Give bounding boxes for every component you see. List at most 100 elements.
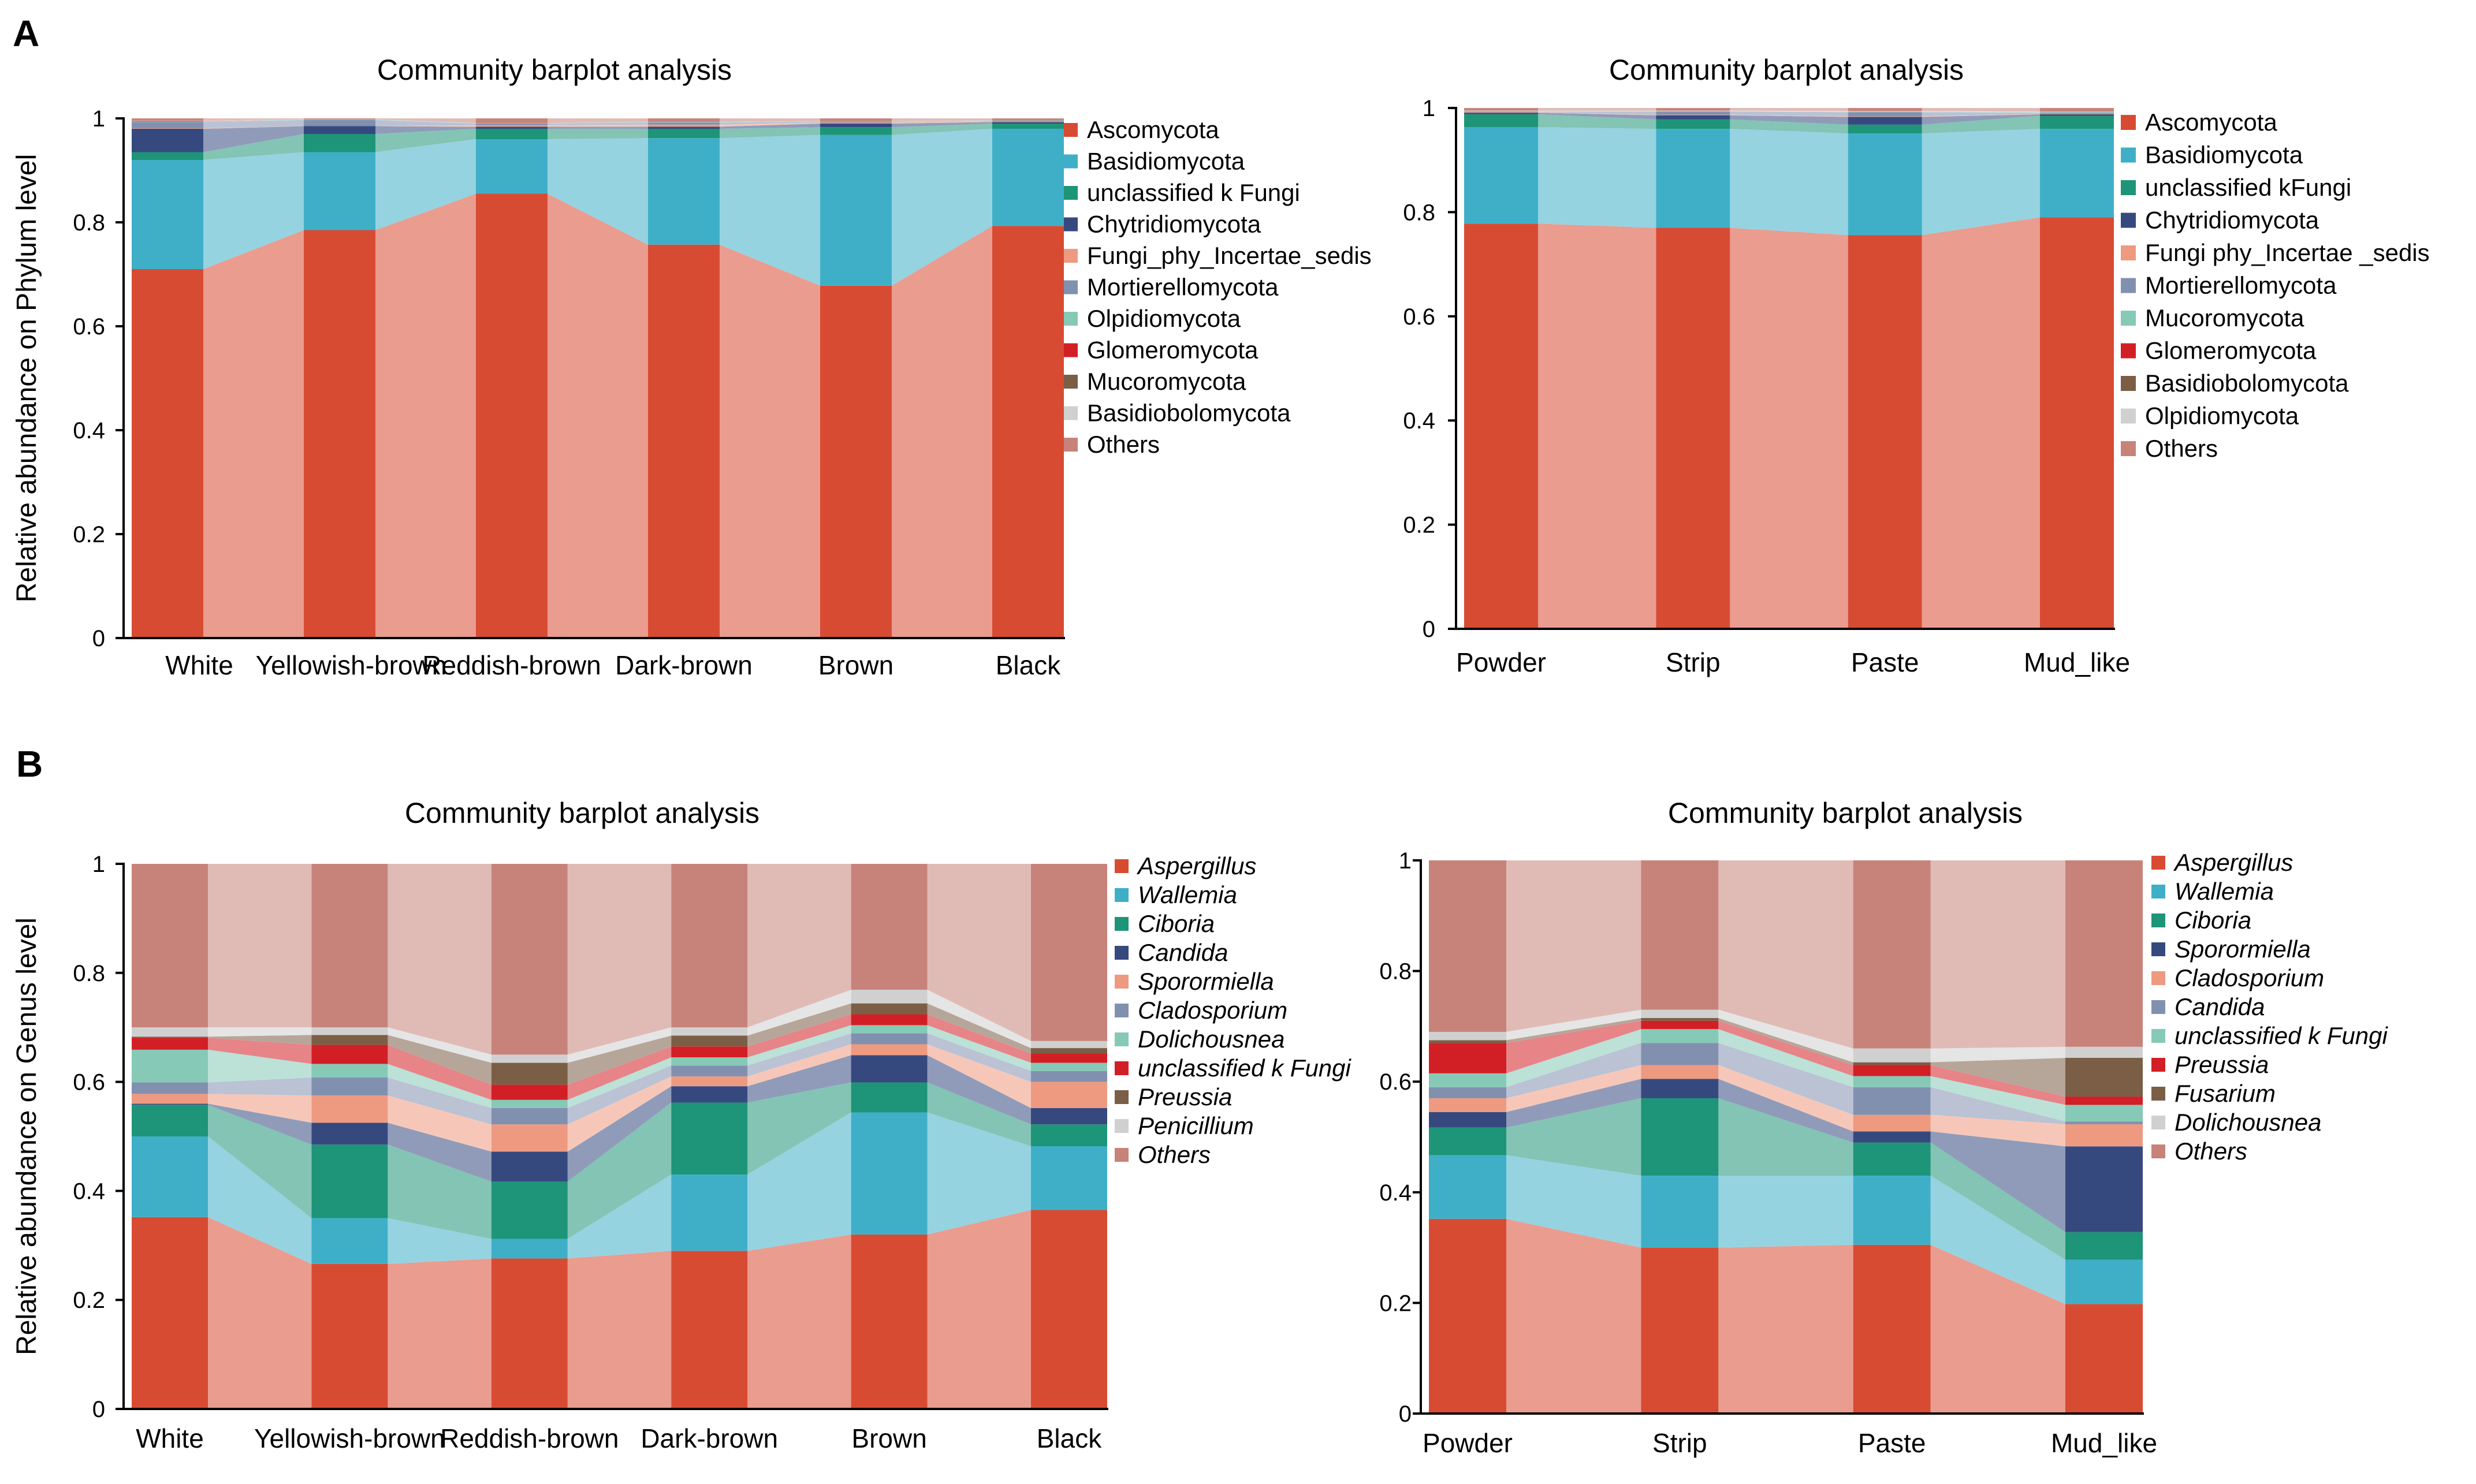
band-mortierellomycota-white-to-yellowish-brown <box>203 120 304 129</box>
bar-segment-wallemia-yellowish-brown <box>311 1218 388 1264</box>
bar-segment-chytridiomycota-yellowish-brown <box>304 126 375 134</box>
bar-segment-chytridiomycota-black <box>992 122 1064 124</box>
bar-segment-dolichousnea-brown <box>851 1025 928 1034</box>
band-ascomycota-reddish-brown-to-dark-brown <box>548 193 648 638</box>
y-tick-label: 1 <box>92 852 105 877</box>
legend-label-others: Others <box>2145 435 2218 462</box>
band-others-dark-brown-to-brown <box>720 118 820 122</box>
bar-segment-unclassified-k-fungi-yellowish-brown <box>311 1045 388 1064</box>
y-tick-label: 0.8 <box>73 210 105 236</box>
band-ciboria-white-to-yellowish-brown <box>208 1105 312 1218</box>
y-tick-label: 0.8 <box>1379 959 1412 985</box>
bar-segment-basidiomycota-white <box>132 160 203 269</box>
bar-segment-unclassified-kfungi-paste <box>1848 124 1922 134</box>
bar-segment-preussia-brown <box>851 1003 928 1015</box>
legend-label-chytridiomycota: Chytridiomycota <box>1087 211 1261 238</box>
bar-segment-chytridiomycota-white <box>132 129 203 152</box>
bar-segment-penicillium-yellowish-brown <box>311 1027 388 1035</box>
bar-segment-unclassified-k-fungi-strip <box>1641 1029 1719 1043</box>
panel-label-a: A <box>13 13 39 54</box>
bar-segment-ciboria-strip <box>1641 1098 1719 1176</box>
bar-segment-chytridiomycota-dark-brown <box>648 126 720 129</box>
bar-segment-wallemia-powder <box>1429 1155 1506 1219</box>
band-chytridiomycota-dark-brown-to-brown <box>720 124 820 129</box>
band-ascomycota-paste-to-mud-like <box>1922 217 2040 629</box>
y-tick-label: 0.4 <box>1403 408 1435 434</box>
bar-segment-others-strip <box>1641 860 1719 1010</box>
legend-swatch-glomeromycota <box>1064 343 1078 357</box>
bar-segment-candida-white <box>132 1103 208 1105</box>
legend-swatch-fusarium <box>2151 1087 2165 1101</box>
bar-segment-candida-dark-brown <box>671 1086 748 1103</box>
band-others-paste-to-mud-like <box>1922 108 2040 112</box>
x-tick-label: Reddish-brown <box>422 650 601 680</box>
band-ciboria-paste-to-mud-like <box>1930 1142 2065 1260</box>
legend-label-unclassified-k-fungi: unclassified k Fungi <box>2175 1022 2389 1049</box>
legend-label-basidiomycota: Basidiomycota <box>1087 148 1245 175</box>
band-chytridiomycota-reddish-brown-to-dark-brown <box>548 126 648 129</box>
band-ciboria-brown-to-black <box>927 1082 1031 1146</box>
legend-label-candida: Candida <box>2175 993 2265 1020</box>
band-sporormiella-powder-to-strip <box>1506 1079 1641 1128</box>
band-sporormiella-reddish-brown-to-dark-brown <box>567 1076 672 1152</box>
bar-segment-ascomycota-white <box>132 269 203 638</box>
band-candida-dark-brown-to-brown <box>747 1055 851 1103</box>
band-basidiomycota-dark-brown-to-brown <box>720 135 820 286</box>
band-ciboria-powder-to-strip <box>1506 1098 1641 1176</box>
bar-segment-ascomycota-dark-brown <box>648 244 720 638</box>
legend-label-sporormiella: Sporormiella <box>2175 935 2311 963</box>
y-tick-label: 0.8 <box>73 961 105 986</box>
band-mortierellomycota-dark-brown-to-brown <box>720 121 820 125</box>
bar-segment-mortierellomycota-mud-like <box>2040 113 2114 114</box>
bar-segment-unclassified-k-fungi-reddish-brown <box>491 1084 568 1100</box>
bar-segment-preussia-black <box>1031 1048 1107 1054</box>
bar-segment-olpidiomycota-white <box>132 121 203 122</box>
bar-segment-others-yellowish-brown <box>311 864 388 1028</box>
bar-segment-fusarium-mud-like <box>2065 1058 2143 1097</box>
chart-title: Community barplot analysis <box>377 54 732 86</box>
band-dolichousnea-dark-brown-to-brown <box>747 1025 851 1066</box>
x-tick-label: Black <box>1037 1423 1102 1453</box>
band-cladosporium-white-to-yellowish-brown <box>208 1077 312 1096</box>
band-basidiomycota-reddish-brown-to-dark-brown <box>548 138 648 245</box>
band-sporormiella-white-to-yellowish-brown <box>208 1094 312 1123</box>
legend-label-mortierellomycota: Mortierellomycota <box>1087 274 1279 301</box>
legend-swatch-basidiobolomycota <box>1064 406 1078 420</box>
bar-segment-wallemia-paste <box>1853 1176 1931 1245</box>
bar-segment-ascomycota-mud-like <box>2040 217 2114 629</box>
bar-segment-others-dark-brown <box>648 118 720 122</box>
bar-segment-dolichousnea-white <box>132 1049 208 1083</box>
band-others-brown-to-black <box>927 864 1031 1041</box>
band-sporormiella-strip-to-paste <box>1718 1079 1853 1143</box>
band-candida-white-to-yellowish-brown <box>208 1103 312 1145</box>
bar-segment-aspergillus-mud-like <box>2065 1304 2143 1414</box>
bar-segment-unclassified-k-fungi-brown <box>851 1014 928 1026</box>
bar-segment-candida-powder <box>1429 1087 1506 1098</box>
bar-segment-basidiomycota-paste <box>1848 133 1922 236</box>
x-tick-label: Mud_like <box>2024 647 2130 677</box>
bar-segment-preussia-powder <box>1429 1043 1506 1073</box>
band-aspergillus-strip-to-paste <box>1718 1244 1853 1414</box>
bar-segment-unclassified-k-fungi-yellowish-brown <box>304 134 375 152</box>
legend-label-dolichousnea: Dolichousnea <box>2175 1109 2322 1136</box>
bar-segment-ciboria-white <box>132 1105 208 1136</box>
band-olpidiomycota-dark-brown-to-brown <box>720 121 820 123</box>
band-unclassified-k-fungi-strip-to-paste <box>1718 1029 1853 1087</box>
x-tick-label: Paste <box>1851 647 1919 677</box>
band-unclassified-k-fungi-reddish-brown-to-dark-brown <box>548 129 648 139</box>
band-olpidiomycota-yellowish-brown-to-reddish-brown <box>375 119 476 124</box>
bar-segment-ascomycota-paste <box>1848 235 1922 629</box>
bar-segment-penicillium-reddish-brown <box>491 1054 568 1063</box>
bar-segment-others-brown <box>851 864 928 990</box>
y-tick-label: 0 <box>1423 617 1435 642</box>
bar-segment-fungi-phy-incertae-sedis-white <box>132 128 203 129</box>
bar-segment-chytridiomycota-brown <box>820 124 892 128</box>
legend-swatch-basidiomycota <box>1064 154 1078 169</box>
x-tick-label: Dark-brown <box>641 1423 778 1453</box>
bar-segment-unclassified-k-fungi-powder <box>1429 1073 1506 1087</box>
bar-segment-ascomycota-reddish-brown <box>476 193 548 638</box>
legend-swatch-fungi-phy-incertae-sedis <box>1064 249 1078 263</box>
bar-segment-others-reddish-brown <box>491 864 568 1055</box>
bar-segment-sporormiella-brown <box>851 1044 928 1056</box>
